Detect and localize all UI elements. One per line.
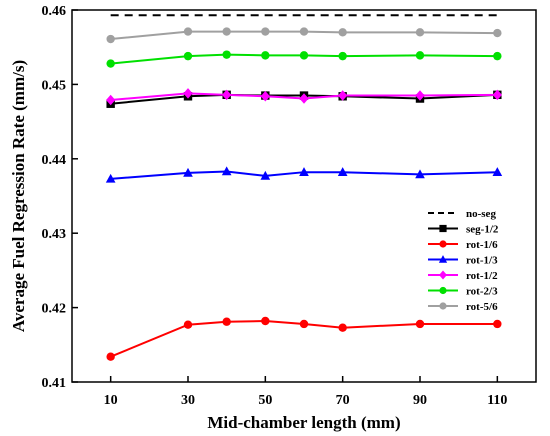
legend-item: rot-2/3 (428, 286, 498, 298)
data-point (439, 240, 447, 248)
series-rot-5-6 (106, 27, 502, 44)
data-point (415, 169, 425, 179)
series-rot-1-3 (105, 166, 503, 183)
data-point (222, 317, 231, 326)
data-point (106, 34, 115, 44)
series-rot-1-6 (106, 316, 502, 361)
data-point (438, 255, 448, 263)
x-tick-label: 70 (336, 393, 350, 408)
y-tick-label: 0.41 (42, 376, 67, 391)
data-point (261, 27, 270, 36)
x-tick-label: 50 (258, 393, 272, 408)
data-point (106, 94, 116, 106)
series-line (110, 93, 498, 105)
series-line (110, 30, 498, 41)
y-tick-label: 0.45 (42, 78, 67, 93)
data-point (260, 91, 270, 102)
y-axis-title: Average Fuel Regression Rate (mm/s) (9, 60, 28, 332)
data-point (222, 50, 231, 59)
legend-item: seg-1/2 (428, 224, 499, 236)
series-line (110, 170, 498, 180)
data-point (338, 90, 348, 101)
data-point (261, 316, 270, 326)
legend-label: rot-1/6 (466, 239, 498, 251)
series-rot-2-3 (106, 50, 502, 68)
data-point (183, 51, 193, 61)
data-point (439, 286, 447, 295)
data-point (260, 170, 271, 180)
data-point (183, 167, 193, 177)
x-tick-label: 30 (181, 393, 195, 408)
data-point (299, 51, 309, 60)
data-point (415, 51, 425, 60)
data-point (493, 28, 502, 38)
legend-item: rot-1/6 (428, 239, 498, 251)
data-point (222, 89, 232, 101)
legend-label: seg-1/2 (466, 224, 499, 236)
series-rot-1-2 (106, 88, 502, 106)
data-point (261, 51, 270, 60)
data-point (415, 90, 425, 101)
legend-label: rot-5/6 (466, 301, 498, 313)
x-axis-title: Mid-chamber length (mm) (207, 413, 400, 432)
legend-label: rot-2/3 (466, 286, 498, 298)
data-point (439, 224, 447, 233)
data-point (221, 166, 232, 176)
data-point (106, 352, 115, 361)
y-tick-label: 0.43 (42, 227, 67, 242)
x-tick-label: 110 (487, 393, 507, 408)
data-point (183, 27, 193, 36)
y-axis: 0.41 0.42 0.43 0.44 0.45 0.46 (42, 4, 78, 391)
data-point (493, 319, 502, 329)
data-point (183, 320, 193, 329)
legend-item: no-seg (428, 208, 496, 220)
legend-label: rot-1/2 (466, 270, 498, 282)
legend-label: no-seg (466, 208, 496, 220)
series-line (110, 319, 498, 358)
legend-item: rot-1/3 (428, 255, 498, 267)
data-point (299, 167, 309, 176)
data-point (439, 302, 447, 310)
series-layer (105, 14, 503, 361)
legend-item: rot-1/2 (428, 270, 498, 282)
x-axis: 10 30 50 70 90 110 (104, 376, 507, 408)
series-line (110, 92, 498, 102)
legend-item: rot-5/6 (428, 301, 498, 313)
data-point (105, 173, 116, 183)
data-point (299, 27, 309, 36)
y-tick-label: 0.46 (42, 4, 67, 19)
x-tick-label: 90 (413, 393, 427, 408)
x-tick-label: 10 (104, 393, 118, 408)
data-point (493, 51, 502, 61)
data-point (492, 167, 503, 176)
data-point (337, 167, 348, 176)
data-point (439, 270, 447, 280)
data-point (299, 93, 309, 104)
data-point (338, 323, 347, 332)
legend: no-seg seg-1/2 rot-1/6 rot-1/3 rot-1/2 rot-2/… (428, 208, 499, 313)
data-point (183, 88, 193, 99)
legend-label: rot-1/3 (466, 255, 498, 267)
data-point (222, 27, 231, 36)
data-point (338, 51, 347, 61)
data-point (338, 28, 347, 37)
data-point (299, 319, 309, 329)
data-point (492, 89, 502, 101)
y-tick-label: 0.42 (42, 302, 67, 317)
series-line (110, 53, 498, 65)
data-point (415, 319, 425, 329)
y-tick-label: 0.44 (42, 153, 67, 168)
data-point (106, 59, 115, 68)
data-point (415, 28, 425, 37)
